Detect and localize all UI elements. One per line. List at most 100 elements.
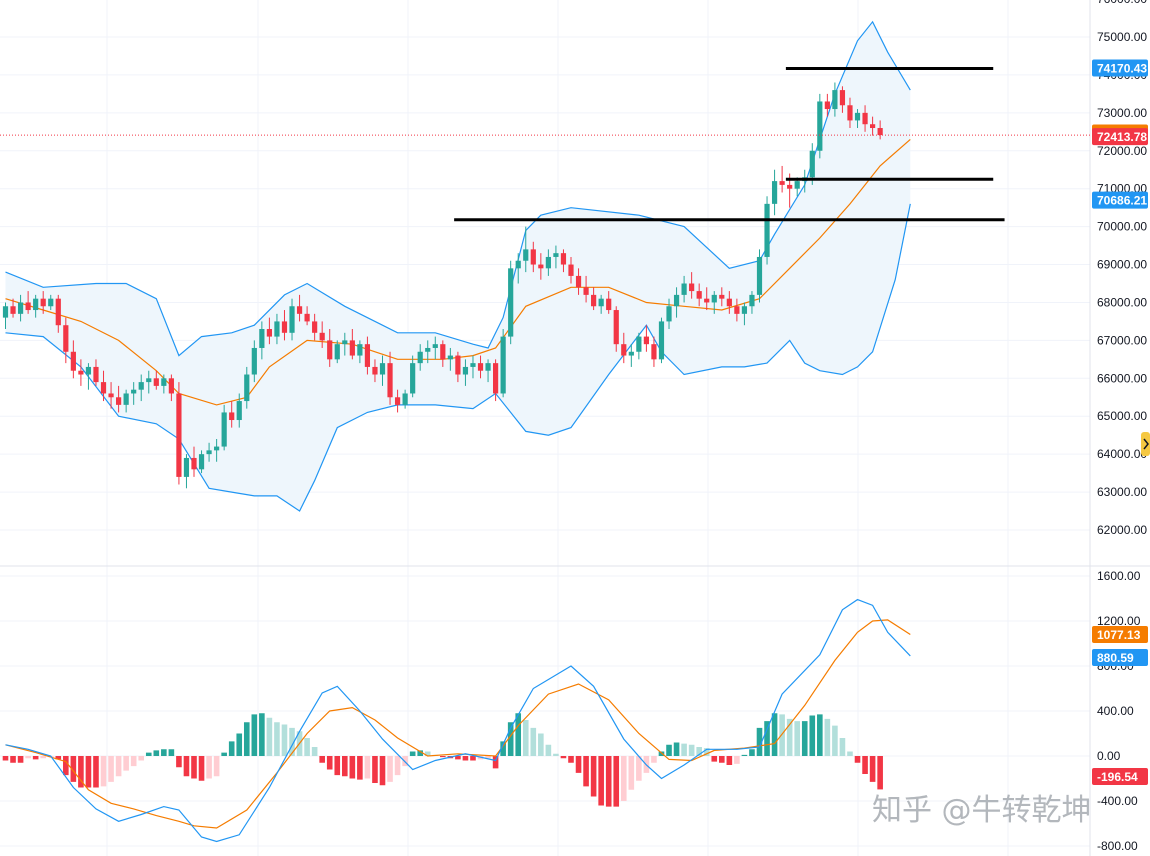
macd-lines: [5, 598, 911, 843]
candle-body: [63, 325, 69, 352]
macd-histogram-bar: [379, 756, 386, 786]
candle-body: [40, 298, 46, 307]
candle-body: [877, 128, 883, 136]
macd-histogram-bar: [560, 756, 567, 759]
candle-body: [334, 344, 340, 360]
candle-body: [432, 344, 438, 348]
macd-histogram-bar: [719, 756, 725, 763]
candle-body: [847, 105, 853, 121]
candle-body: [658, 321, 665, 360]
candle-body: [289, 306, 295, 333]
candle-body: [719, 294, 725, 299]
macd-badge: -196.54: [1097, 770, 1138, 784]
macd-histogram-bar: [334, 756, 341, 776]
candle-body: [372, 366, 378, 375]
price-badge-bg: [1092, 128, 1148, 146]
macd-histogram-bar: [492, 756, 499, 769]
macd-histogram-bar: [847, 751, 853, 756]
macd-histogram-bar: [85, 756, 92, 788]
macd-tick-label: 400.00: [1097, 704, 1134, 718]
candle-body: [583, 287, 589, 295]
price-tick-label: 76000.00: [1097, 0, 1147, 6]
candle-body: [440, 344, 446, 360]
price-badge: 70686.21: [1097, 194, 1147, 208]
candle-body: [357, 344, 363, 356]
price-axis[interactable]: 76000.0075000.0074000.0073000.0072000.00…: [1097, 0, 1147, 853]
candle-body: [138, 382, 144, 390]
macd-badge-bg: [1092, 768, 1148, 785]
macd-histogram-bar: [741, 754, 748, 756]
macd-tick-label: 1600.00: [1097, 569, 1141, 583]
chevron-right-icon[interactable]: [1141, 432, 1150, 456]
candle-body: [575, 275, 582, 288]
macd-histogram-bar: [326, 756, 333, 770]
price-tick-label: 64000.00: [1097, 447, 1147, 461]
macd-histogram-bar: [869, 756, 876, 782]
macd-histogram-bar: [688, 744, 695, 756]
candle-body: [523, 249, 529, 261]
candle-body: [621, 344, 627, 356]
candle-body: [477, 363, 484, 371]
candle-body: [545, 256, 551, 269]
candle-body: [417, 351, 423, 364]
candle-body: [779, 181, 785, 185]
candle-body: [387, 363, 393, 398]
candle-body: [613, 310, 619, 345]
macd-histogram-bar: [138, 756, 145, 761]
price-tick-label: 62000.00: [1097, 523, 1147, 537]
price-tick-label: 72000.00: [1097, 144, 1147, 158]
candle-body: [673, 294, 680, 307]
macd-histogram-bar: [32, 756, 39, 760]
horizontal-levels[interactable]: [454, 66, 1005, 222]
macd-histogram-bar: [357, 756, 363, 780]
candle-body: [870, 124, 876, 129]
macd-histogram-bar: [734, 756, 740, 764]
watermark: 知乎 @牛转乾坤: [872, 793, 1092, 828]
candle-body: [606, 298, 612, 311]
candle-body: [500, 336, 506, 394]
candle-body: [470, 363, 476, 367]
candle-body: [214, 446, 220, 451]
candle-body: [508, 268, 514, 337]
macd-histogram-bar: [70, 756, 77, 782]
macd-histogram-bar: [311, 747, 318, 756]
candle-body: [206, 450, 212, 455]
macd-histogram-bar: [108, 756, 114, 782]
macd-line: [5, 598, 911, 843]
candle-body: [651, 344, 657, 360]
macd-histogram-bar: [93, 756, 99, 788]
macd-histogram-bar: [771, 713, 778, 756]
candle-body: [176, 393, 182, 477]
macd-histogram-bar: [500, 741, 506, 756]
candle-body: [281, 321, 288, 333]
macd-histogram-bar: [123, 756, 129, 771]
macd-histogram-bar: [696, 747, 702, 756]
macd-histogram-bar: [259, 713, 265, 756]
macd-histogram-bar: [236, 733, 243, 756]
candle-body: [48, 298, 54, 307]
macd-histogram-bar: [462, 756, 469, 761]
macd-histogram-bar: [711, 756, 718, 762]
macd-histogram-bar: [779, 714, 785, 756]
macd-histogram-bar: [598, 756, 604, 806]
macd-histogram-bar: [583, 756, 589, 787]
macd-histogram-bar: [801, 721, 808, 756]
candle-body: [10, 306, 16, 314]
macd-histogram-bar: [55, 756, 62, 760]
macd-histogram-bar: [387, 756, 393, 782]
candle-body: [681, 283, 687, 295]
macd-histogram-bar: [25, 756, 31, 759]
macd-histogram-bar: [877, 756, 883, 790]
macd-badge-bg: [1092, 649, 1148, 666]
macd-histogram-bar: [651, 756, 657, 763]
macd-tick-label: 1200.00: [1097, 614, 1141, 628]
macd-badge-bg: [1092, 626, 1148, 643]
macd-histogram-bar: [304, 738, 310, 756]
price-badge-bg: [1092, 191, 1148, 209]
candle-body: [153, 378, 159, 386]
candle-body: [55, 298, 61, 326]
candle-body: [854, 112, 861, 121]
candle-body: [824, 101, 830, 110]
macd-histogram-bar: [168, 749, 175, 756]
